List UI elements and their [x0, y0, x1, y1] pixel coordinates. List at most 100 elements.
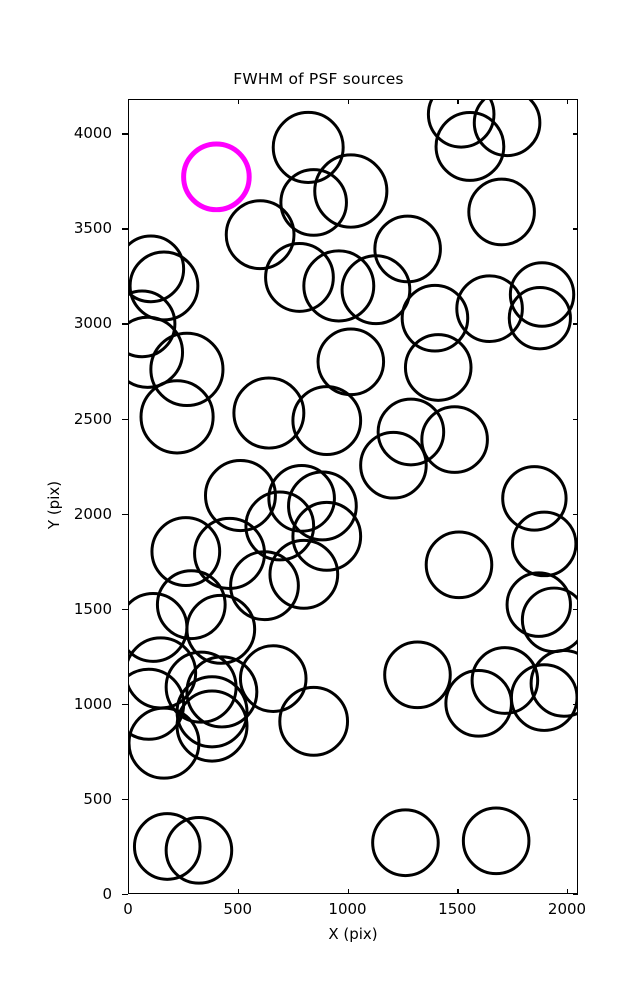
source-circle [279, 168, 348, 237]
source-circle [508, 261, 576, 328]
y-tick-mark [122, 608, 128, 610]
x-tick-mark [128, 889, 130, 894]
y-tick-mark-right [573, 228, 578, 230]
source-circle [505, 571, 572, 638]
source-circle [129, 706, 201, 780]
source-circle [229, 550, 300, 622]
source-circle [278, 685, 350, 757]
y-tick-mark [122, 133, 128, 135]
y-tick-mark-right [573, 608, 578, 610]
y-axis-title: Y (pix) [45, 480, 63, 530]
source-circle [383, 640, 452, 710]
y-tick-label: 3500 [73, 219, 112, 238]
plot-area [128, 99, 578, 894]
source-circle [185, 593, 257, 665]
source-circle [501, 465, 568, 532]
x-tick-mark [347, 889, 349, 894]
y-tick-mark-right [573, 133, 578, 135]
source-circle [224, 199, 296, 271]
source-circle [359, 430, 428, 500]
source-circle [313, 153, 389, 229]
source-circle [316, 327, 386, 397]
source-circle [444, 668, 513, 738]
source-circle [373, 214, 442, 284]
y-tick-mark [122, 894, 128, 896]
source-circle [264, 241, 335, 313]
source-circle [185, 655, 259, 729]
y-tick-mark-right [573, 418, 578, 420]
source-circle [376, 397, 446, 467]
scatter-circles-layer [129, 100, 577, 885]
source-circle [434, 111, 506, 182]
y-tick-mark-right [573, 798, 578, 801]
source-circle [472, 100, 542, 158]
source-circle [164, 815, 234, 885]
y-tick-label: 2000 [73, 504, 112, 523]
y-tick-label: 2500 [73, 409, 112, 428]
y-tick-mark [122, 513, 128, 515]
y-tick-label: 500 [83, 789, 112, 808]
source-circle [129, 250, 200, 322]
x-tick-label: 1000 [328, 900, 367, 918]
source-circle [507, 286, 572, 351]
source-circle [403, 333, 473, 402]
source-circle [150, 516, 222, 587]
source-circle [232, 376, 306, 450]
y-tick-mark-right [573, 703, 578, 706]
y-tick-mark-right [573, 894, 578, 896]
source-circle [268, 538, 340, 610]
source-circle [139, 379, 215, 455]
x-tick-mark-top [237, 99, 240, 104]
source-circle [470, 646, 540, 715]
source-circle [424, 530, 494, 600]
source-circle [175, 689, 249, 763]
source-circle [420, 405, 489, 474]
source-circle [509, 663, 577, 732]
source-circle [467, 177, 536, 247]
source-circle [340, 254, 412, 326]
source-circle [129, 315, 185, 389]
source-circle [455, 274, 524, 344]
x-tick-mark [237, 889, 240, 894]
source-circle [291, 500, 363, 572]
x-tick-label: 500 [223, 900, 253, 918]
y-tick-mark [122, 703, 128, 706]
y-tick-label: 3000 [73, 314, 112, 333]
y-tick-mark-right [573, 513, 578, 515]
y-tick-mark [122, 323, 128, 325]
source-circle [129, 289, 177, 359]
source-circle [287, 470, 358, 542]
x-tick-mark-top [457, 99, 459, 104]
page-title: FWHM of PSF sources [233, 70, 404, 88]
source-circle [238, 644, 308, 713]
x-tick-mark-top [347, 99, 349, 104]
x-tick-label: 1500 [438, 900, 477, 918]
x-tick-mark [457, 889, 459, 894]
y-tick-mark [122, 228, 128, 230]
y-tick-label: 4000 [73, 124, 112, 143]
y-tick-label: 1500 [73, 599, 112, 618]
x-tick-label: 2000 [547, 900, 587, 918]
x-tick-mark [567, 889, 569, 894]
y-tick-mark [122, 798, 128, 801]
highlighted-source-circle [181, 141, 252, 213]
source-circle [291, 385, 363, 457]
source-circle [400, 283, 470, 353]
source-circle [132, 812, 202, 881]
source-circle [175, 675, 249, 749]
source-circle [371, 808, 440, 878]
source-circle [529, 649, 577, 718]
source-circle [271, 110, 345, 184]
source-circle [302, 249, 376, 323]
source-circle [129, 234, 186, 304]
x-tick-mark-top [128, 99, 130, 104]
source-circle [511, 510, 577, 578]
source-circle [155, 569, 227, 641]
x-axis-title: X (pix) [328, 925, 378, 943]
y-tick-mark-right [573, 323, 578, 325]
x-tick-label: 0 [123, 900, 133, 918]
source-circle [203, 459, 277, 533]
x-tick-mark-top [567, 99, 569, 104]
source-circle [426, 100, 496, 149]
